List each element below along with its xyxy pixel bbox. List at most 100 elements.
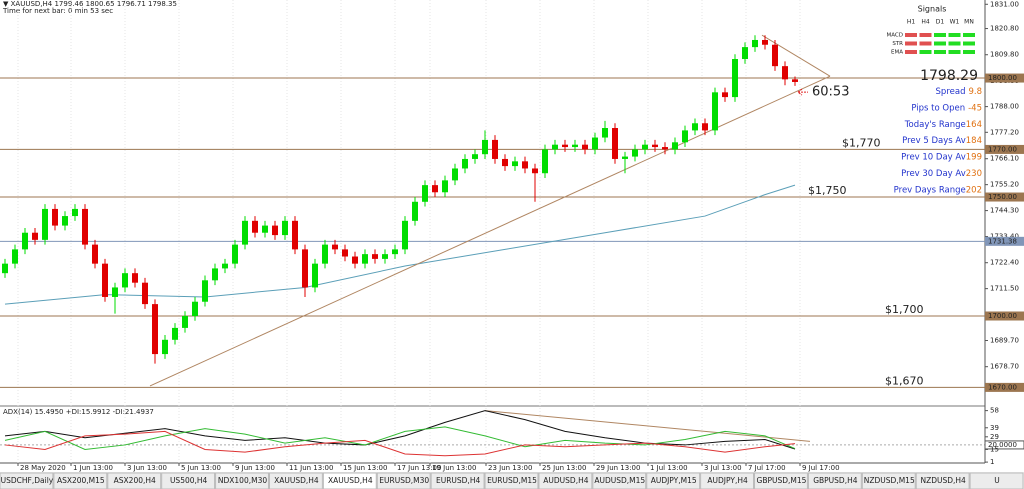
candle-body bbox=[242, 220, 248, 245]
adx-line bbox=[4, 430, 796, 457]
tab-label[interactable]: ASX200,H4 bbox=[114, 476, 156, 485]
tab[interactable] bbox=[915, 472, 970, 489]
candle-body bbox=[522, 161, 528, 169]
candle-body bbox=[82, 208, 88, 245]
tab[interactable] bbox=[161, 472, 216, 489]
countdown: 60:53 bbox=[812, 85, 849, 100]
candle-body bbox=[292, 220, 298, 250]
tab[interactable] bbox=[646, 472, 701, 489]
level-label: 1800.00 bbox=[988, 74, 1017, 82]
signal-cell bbox=[919, 33, 932, 37]
tab-label[interactable]: AUDJPY,M15 bbox=[651, 476, 697, 485]
tab[interactable] bbox=[322, 472, 377, 489]
tab-label[interactable]: GBPUSD,M15 bbox=[757, 476, 807, 485]
time-tick-label: 28 May 2020 bbox=[20, 464, 66, 472]
tab-label[interactable]: AUDUSD,H4 bbox=[543, 476, 588, 485]
candle-body bbox=[612, 128, 618, 159]
candle-body bbox=[332, 244, 338, 250]
price-tick-label: 1809.80 bbox=[990, 51, 1019, 59]
tab[interactable] bbox=[700, 472, 755, 489]
tab-label[interactable]: US500,H4 bbox=[170, 476, 208, 485]
tab[interactable] bbox=[807, 472, 862, 489]
level-label: 1770.00 bbox=[988, 145, 1017, 153]
tab[interactable] bbox=[268, 472, 323, 489]
candle-body bbox=[42, 208, 48, 240]
price-tick-label: 1678.70 bbox=[990, 363, 1019, 371]
candle-body bbox=[372, 254, 378, 259]
candle-body bbox=[462, 158, 468, 169]
info-label: Prev 5 Days Av bbox=[902, 136, 966, 146]
tab-label[interactable]: NZDUSD,H4 bbox=[920, 476, 966, 485]
tab-label[interactable]: XAUUSD,H4 bbox=[274, 476, 319, 485]
candle-body bbox=[392, 249, 398, 255]
tab-label[interactable]: EURUSD,M15 bbox=[487, 476, 537, 485]
candle-body bbox=[402, 220, 408, 250]
candle-body bbox=[512, 161, 518, 167]
info-value: 230 bbox=[966, 169, 982, 179]
header-close: 1798.35 bbox=[148, 0, 177, 8]
tab-label[interactable]: U bbox=[994, 476, 1000, 485]
candle-body bbox=[662, 147, 668, 150]
candle-body bbox=[592, 137, 598, 150]
tab[interactable] bbox=[215, 472, 269, 489]
candle-body bbox=[162, 339, 168, 355]
tab-label[interactable]: GBPUSD,H4 bbox=[813, 476, 858, 485]
candle-body bbox=[502, 158, 508, 167]
price-tick-label: 1722.40 bbox=[990, 259, 1019, 267]
signal-cell bbox=[905, 41, 917, 46]
candle-body bbox=[722, 92, 728, 98]
tab-label[interactable]: USDCHF,Daily bbox=[1, 476, 54, 485]
tab[interactable] bbox=[0, 472, 54, 489]
tab[interactable] bbox=[538, 472, 593, 489]
chart-header: ▼ XAUUSD,H4 1799.46 1800.65 1796.71 1798… bbox=[3, 0, 177, 8]
tab-label[interactable]: NZDUSD,M15 bbox=[864, 476, 915, 485]
moving-average bbox=[4, 184, 796, 305]
current-price: 1798.29 bbox=[920, 68, 978, 84]
candle-body bbox=[552, 144, 558, 150]
candle-body bbox=[282, 220, 288, 236]
info-line: Prev 5 Days Av184 bbox=[902, 136, 982, 146]
candle-body bbox=[112, 287, 118, 297]
info-value: 9.8 bbox=[968, 87, 982, 97]
tab[interactable] bbox=[376, 472, 431, 489]
tab[interactable] bbox=[754, 472, 808, 489]
tab-label[interactable]: AUDUSD,M15 bbox=[594, 476, 645, 485]
tab[interactable] bbox=[430, 472, 485, 489]
header-symbol: XAUUSD,H4 bbox=[11, 0, 53, 8]
signal-cell bbox=[948, 41, 961, 46]
tab-label[interactable]: EURUSD,M30 bbox=[379, 476, 429, 485]
adx-title: ADX(14) 15.4950 +DI:15.9912 -DI:21.4937 bbox=[3, 408, 154, 416]
signal-column: W1 bbox=[950, 19, 960, 26]
candle-body bbox=[532, 168, 538, 174]
tab[interactable] bbox=[969, 472, 1024, 489]
tab-label[interactable]: EURUSD,H4 bbox=[436, 476, 480, 485]
tab-label[interactable]: NDX100,M30 bbox=[218, 476, 267, 485]
tab-label[interactable]: XAUUSD,H4 bbox=[328, 476, 373, 485]
candle-body bbox=[222, 263, 228, 269]
price-tick-label: 1766.10 bbox=[990, 155, 1019, 163]
signal-cell bbox=[934, 33, 946, 37]
tab[interactable] bbox=[861, 472, 916, 489]
candle-body bbox=[692, 123, 698, 131]
price-tick-label: 1744.30 bbox=[990, 207, 1019, 215]
candle-body bbox=[232, 244, 238, 264]
info-line: Prev 10 Day Av199 bbox=[901, 152, 982, 162]
tab-label[interactable]: AUDJPY,H4 bbox=[707, 476, 748, 485]
tab[interactable] bbox=[53, 472, 108, 489]
candle-body bbox=[132, 273, 138, 283]
level-box bbox=[985, 73, 1024, 83]
time-tick-label: 3 Jun 13:00 bbox=[127, 464, 167, 472]
candle-body bbox=[382, 254, 388, 259]
level-label: 1670.00 bbox=[988, 383, 1017, 391]
candle-body bbox=[342, 249, 348, 257]
candle-body bbox=[472, 154, 478, 159]
tab[interactable] bbox=[484, 472, 539, 489]
adx-tick-label: 29 bbox=[990, 433, 999, 441]
tab-label[interactable]: ASX200,M15 bbox=[57, 476, 105, 485]
candle-body bbox=[482, 139, 488, 155]
level-box bbox=[985, 144, 1024, 154]
tab[interactable] bbox=[592, 472, 647, 489]
tab[interactable] bbox=[107, 472, 162, 489]
header-low: 1796.71 bbox=[117, 0, 146, 8]
